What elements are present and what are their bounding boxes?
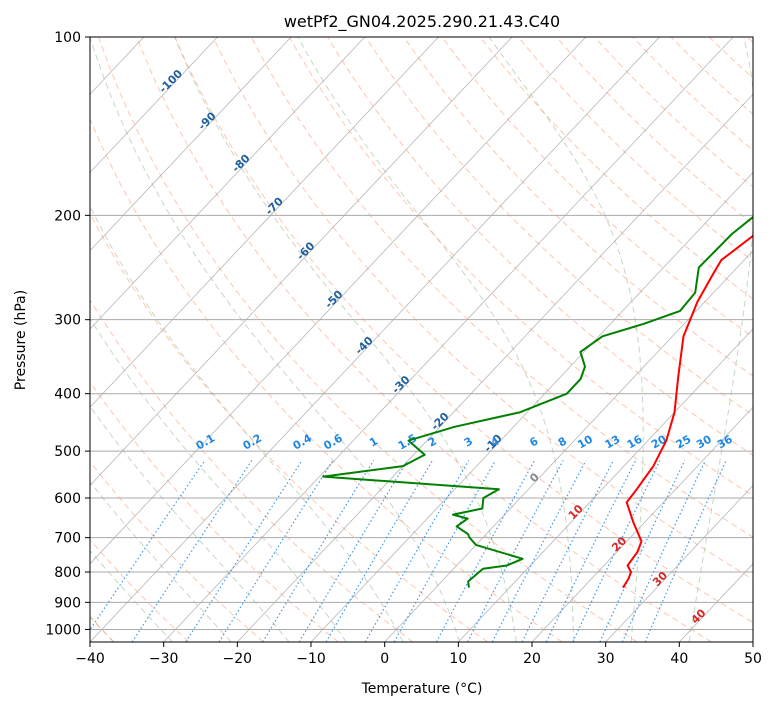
x-tick-label: 50 xyxy=(744,651,762,667)
isotherm xyxy=(90,37,660,642)
y-axis-label: Pressure (hPa) xyxy=(13,290,29,390)
x-tick-label: 40 xyxy=(670,651,688,667)
isotherm xyxy=(384,250,753,642)
isotherm xyxy=(237,93,753,642)
series-temperature-line xyxy=(622,234,753,589)
isotherm xyxy=(458,328,753,642)
dry-adiabat xyxy=(518,37,753,262)
isotherm xyxy=(90,37,587,565)
x-tick-label: 10 xyxy=(449,651,467,667)
mixing-ratio-line xyxy=(262,460,375,642)
x-tick-label: −10 xyxy=(296,651,326,667)
mixing-ratio-line xyxy=(545,460,637,642)
isotherm xyxy=(605,484,753,642)
dry-adiabat xyxy=(90,117,563,642)
mixing-ratio-line xyxy=(621,460,706,642)
y-tick-label: 900 xyxy=(54,595,81,611)
x-axis: −40 −30 −20 −10 0 10 20 30 40 50 xyxy=(75,642,762,667)
mixing-ratio-line xyxy=(325,460,433,642)
isotherm xyxy=(90,37,439,408)
x-tick-label: 20 xyxy=(523,651,541,667)
isotherm xyxy=(90,37,292,252)
mixing-ratio-line xyxy=(364,460,470,642)
x-axis-label: Temperature (°C) xyxy=(361,681,483,697)
isotherm xyxy=(310,171,753,642)
y-tick-label: 1000 xyxy=(45,622,81,638)
mixing-ratio-line xyxy=(298,460,409,642)
dry-adiabat xyxy=(327,37,753,456)
dry-adiabat xyxy=(556,37,753,225)
mixing-ratio-line xyxy=(572,460,661,642)
x-tick-label: 0 xyxy=(380,651,389,667)
y-tick-label: 300 xyxy=(54,313,81,329)
plot-frame xyxy=(89,36,754,643)
y-tick-label: 700 xyxy=(54,531,81,547)
profile-series xyxy=(322,215,753,589)
dry-adiabat xyxy=(479,37,753,300)
moist-adiabat xyxy=(90,549,173,642)
x-tick-label: 30 xyxy=(597,651,615,667)
dry-adiabat xyxy=(403,37,753,377)
dry-adiabat xyxy=(90,381,339,642)
dry-adiabat xyxy=(90,538,190,642)
mixing-ratio-line xyxy=(90,460,206,631)
mixing-ratio-labels: 0.1 0.2 0.4 0.6 1 1.5 2 3 4 6 8 10 13 16 20 25 30 36 xyxy=(194,431,735,452)
isotherm xyxy=(90,37,366,330)
mixing-ratio-line xyxy=(599,460,686,642)
moist-adiabat xyxy=(90,405,290,642)
isotherm xyxy=(90,37,513,487)
mixing-ratio-line xyxy=(644,460,727,642)
y-axis: 100 200 300 400 500 600 700 800 900 1000 xyxy=(45,30,90,638)
moist-adiabat xyxy=(90,317,347,642)
series-dewpoint-line xyxy=(322,215,753,588)
mixing-ratio-line xyxy=(131,460,253,642)
dry-adiabat xyxy=(250,37,753,538)
moist-adiabat xyxy=(174,37,517,642)
dry-adiabat xyxy=(212,37,753,580)
dry-adiabat xyxy=(288,37,753,497)
y-tick-label: 200 xyxy=(54,208,81,224)
isotherm xyxy=(90,37,218,174)
x-tick-label: −30 xyxy=(149,651,179,667)
dry-adiabat xyxy=(365,37,753,416)
y-tick-label: 600 xyxy=(54,491,81,507)
moist-adiabat xyxy=(90,480,232,642)
moist-adiabat xyxy=(297,37,575,642)
x-tick-label: −20 xyxy=(223,651,253,667)
y-tick-label: 500 xyxy=(54,444,81,460)
y-tick-label: 100 xyxy=(54,30,81,46)
moist-adiabat xyxy=(90,205,404,642)
mixing-ratio-line xyxy=(521,460,614,642)
y-tick-label: 400 xyxy=(54,387,81,403)
moist-adiabat xyxy=(488,37,644,642)
isotherm xyxy=(163,37,734,642)
x-tick-label: −40 xyxy=(75,651,105,667)
mixing-ratio-line xyxy=(393,460,496,642)
dry-adiabat xyxy=(90,460,264,642)
background-lines xyxy=(90,37,753,642)
dry-adiabat xyxy=(136,37,712,642)
y-tick-label: 800 xyxy=(54,565,81,581)
chart-title: wetPf2_GN04.2025.290.21.43.C40 xyxy=(284,12,560,32)
dry-adiabat xyxy=(174,37,753,624)
isotherm xyxy=(531,406,753,642)
dry-adiabat xyxy=(98,37,638,642)
